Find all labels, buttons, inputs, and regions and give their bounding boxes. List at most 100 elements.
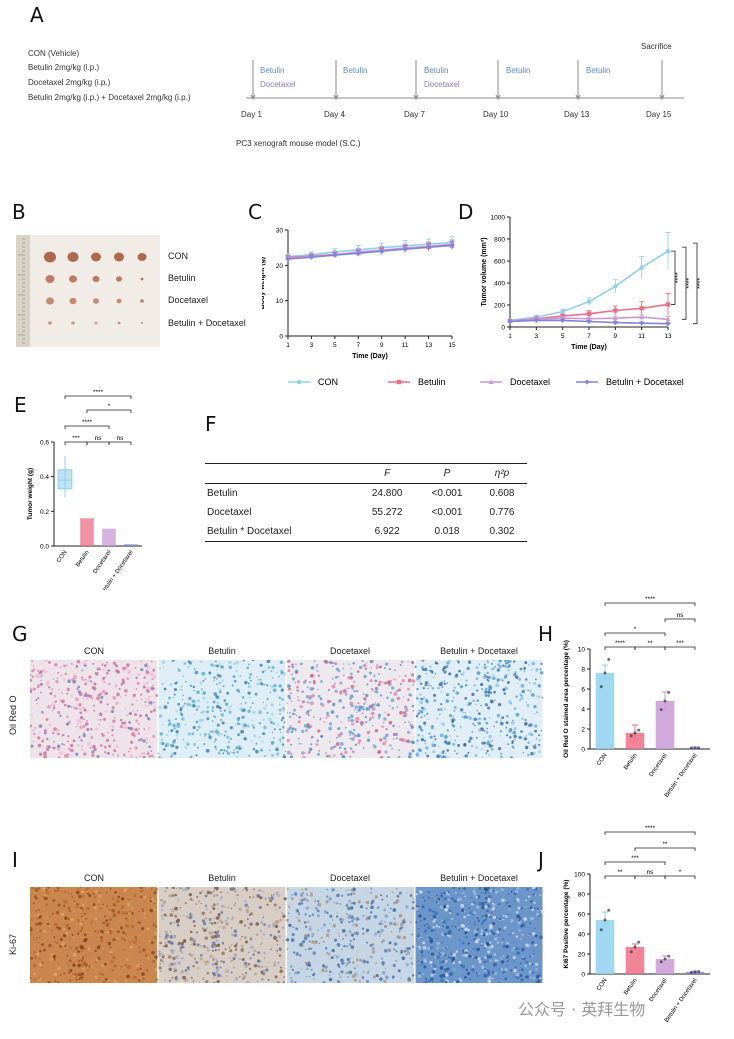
cell-nucleus (36, 698, 38, 701)
cell-nucleus (356, 716, 360, 721)
cell-nucleus (216, 908, 219, 910)
cell-nucleus (267, 978, 270, 982)
cell-nucleus (534, 729, 538, 733)
cell-nucleus (398, 688, 401, 692)
table-cell: <0.001 (431, 488, 463, 499)
cell-nucleus (270, 741, 274, 746)
cell-nucleus (76, 719, 81, 723)
cell-nucleus (369, 730, 371, 733)
cell-nucleus (481, 756, 484, 758)
tumor-sample (140, 321, 144, 325)
cell-nucleus (152, 708, 156, 712)
cell-nucleus (386, 713, 390, 717)
cell-nucleus (539, 972, 541, 975)
cell-nucleus (145, 732, 148, 735)
cell-nucleus (509, 933, 512, 936)
cell-nucleus (508, 664, 511, 667)
cell-nucleus (69, 937, 71, 940)
cell-nucleus (275, 939, 279, 942)
cell-nucleus (262, 718, 266, 721)
cell-nucleus (415, 905, 418, 908)
cell-nucleus (374, 728, 379, 733)
cell-nucleus (384, 662, 389, 666)
cell-nucleus (463, 887, 466, 890)
cell-nucleus (230, 971, 233, 974)
cell-nucleus (140, 936, 145, 940)
cell-nucleus (487, 971, 491, 974)
cell-nucleus (119, 926, 123, 930)
cell-nucleus (298, 715, 301, 719)
cell-nucleus (369, 924, 371, 926)
cell-nucleus (429, 735, 433, 739)
cell-nucleus (148, 745, 151, 749)
cell-nucleus (78, 904, 82, 908)
cell-nucleus (445, 978, 448, 982)
cell-nucleus (337, 675, 340, 678)
cell-nucleus (167, 724, 170, 727)
cell-nucleus (491, 676, 496, 680)
y-axis-title: Oil Red O stained area percentage (%) (563, 640, 570, 758)
cell-nucleus (244, 680, 248, 685)
cell-nucleus (46, 680, 50, 685)
cell-nucleus (504, 686, 508, 690)
cell-nucleus (146, 752, 150, 755)
cell-nucleus (505, 734, 509, 737)
cell-nucleus (304, 752, 307, 754)
cell-nucleus (521, 933, 524, 937)
cell-nucleus (382, 741, 386, 746)
x-tick-label: Docetaxel (648, 978, 668, 1003)
y-axis-title: Ki67 Positive percentage (%) (563, 880, 570, 969)
cell-nucleus (371, 716, 375, 719)
cell-nucleus (263, 923, 266, 926)
cell-nucleus (39, 949, 42, 953)
cell-nucleus (98, 907, 102, 910)
significance-label: **** (615, 640, 626, 647)
cell-nucleus (59, 714, 62, 717)
cell-nucleus (492, 915, 497, 920)
cell-nucleus (225, 922, 229, 926)
cell-nucleus (454, 925, 457, 928)
data-point (355, 250, 361, 256)
cell-nucleus (326, 952, 328, 954)
cell-nucleus (297, 699, 300, 702)
significance-label: * (679, 869, 682, 876)
cell-nucleus (55, 941, 59, 945)
cell-nucleus (76, 888, 80, 891)
cell-nucleus (90, 948, 95, 952)
cell-nucleus (106, 911, 110, 914)
group-label: CON (Vehicle) (28, 49, 80, 58)
data-point (607, 657, 611, 661)
cell-nucleus (66, 753, 70, 757)
cell-nucleus (489, 699, 494, 704)
cell-nucleus (346, 958, 350, 962)
cell-nucleus (128, 898, 130, 901)
cell-nucleus (475, 665, 479, 670)
y-tick-label: 8 (581, 667, 585, 674)
cell-nucleus (319, 697, 323, 701)
cell-nucleus (67, 704, 71, 708)
cell-nucleus (34, 956, 37, 959)
cell-nucleus (34, 888, 37, 891)
cell-nucleus (279, 731, 282, 734)
cell-nucleus (193, 924, 196, 928)
cell-nucleus (53, 740, 55, 743)
cell-nucleus (353, 892, 356, 895)
cell-nucleus (59, 751, 63, 755)
cell-nucleus (371, 950, 376, 954)
cell-nucleus (423, 721, 427, 725)
cell-nucleus (431, 910, 435, 913)
tumor-sample (48, 321, 52, 325)
cell-nucleus (116, 692, 120, 697)
cell-nucleus (193, 940, 196, 943)
cell-nucleus (70, 694, 73, 698)
cell-nucleus (456, 912, 459, 916)
cell-nucleus (347, 901, 352, 906)
cell-nucleus (92, 744, 96, 749)
cell-nucleus (326, 967, 329, 970)
cell-nucleus (427, 979, 431, 983)
cell-nucleus (57, 926, 62, 931)
cell-nucleus (76, 890, 80, 895)
cell-nucleus (67, 679, 71, 684)
cell-nucleus (438, 926, 441, 929)
cell-nucleus (518, 699, 522, 702)
